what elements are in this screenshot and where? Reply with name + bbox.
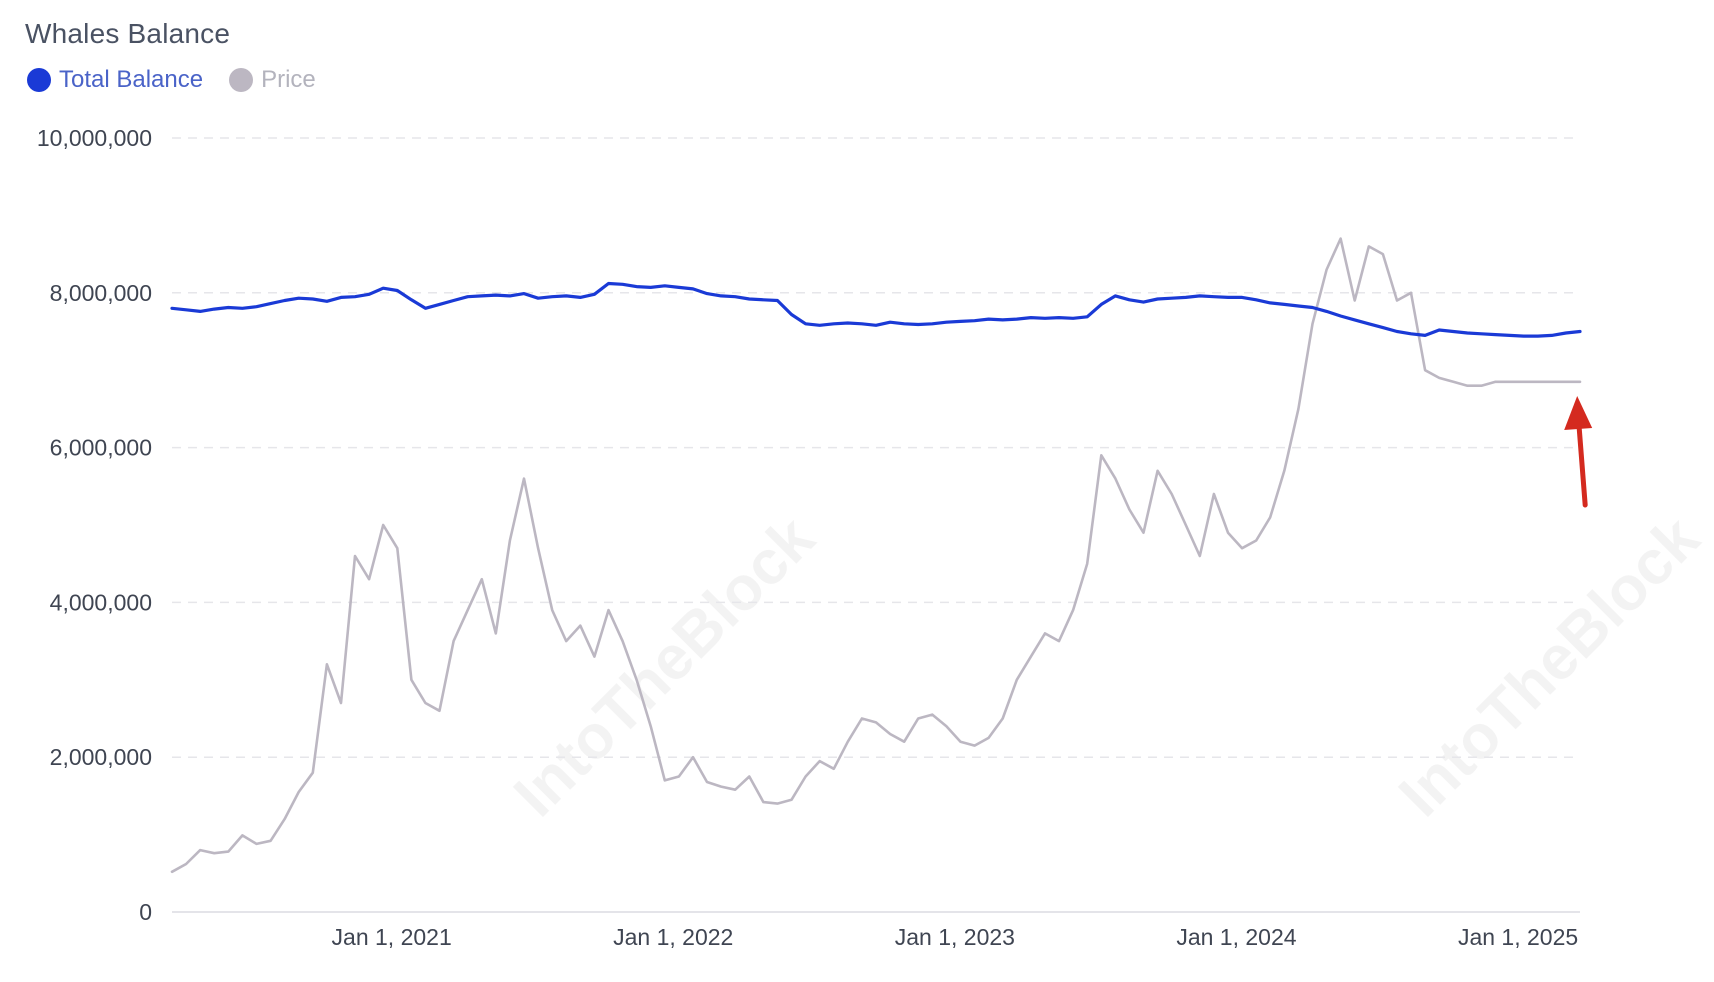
x-tick-label: Jan 1, 2024 — [1176, 924, 1296, 950]
series-layer — [170, 237, 1582, 874]
y-tick-label: 0 — [139, 899, 152, 925]
legend-item-price[interactable]: Price — [229, 66, 316, 94]
y-tick-label: 10,000,000 — [37, 125, 152, 151]
annotation-layer — [1564, 396, 1593, 508]
legend-label-price: Price — [261, 66, 316, 93]
x-tick-label: Jan 1, 2022 — [613, 924, 733, 950]
x-tick-label: Jan 1, 2021 — [332, 924, 452, 950]
legend-item-total-balance[interactable]: Total Balance — [27, 66, 203, 94]
y-tick-label: 4,000,000 — [50, 589, 152, 615]
y-tick-label: 6,000,000 — [50, 435, 152, 461]
series-line-price — [170, 237, 1582, 874]
y-axis: 10,000,000 8,000,000 6,000,000 4,000,000 2,0… — [37, 125, 152, 925]
gridlines — [172, 137, 1580, 913]
total-balance-dot-icon — [27, 68, 51, 92]
legend-label-total-balance: Total Balance — [59, 66, 204, 93]
series-line-total-balance — [170, 281, 1582, 338]
watermark-text: IntoTheBlock — [1386, 503, 1713, 830]
legend: Total Balance Price — [27, 66, 316, 94]
annotation-arrow-shaft — [1576, 425, 1588, 508]
price-dot-icon — [229, 68, 254, 92]
y-tick-label: 2,000,000 — [50, 744, 152, 770]
watermark-layer: IntoTheBlockIntoTheBlock — [501, 503, 1713, 830]
y-tick-label: 8,000,000 — [50, 280, 152, 306]
chart-title: Whales Balance — [25, 18, 231, 49]
x-tick-label: Jan 1, 2025 — [1458, 924, 1578, 950]
x-axis: Jan 1, 2021 Jan 1, 2022 Jan 1, 2023 Jan 1, … — [332, 924, 1579, 950]
annotation-arrow-head-icon — [1564, 396, 1593, 430]
x-tick-label: Jan 1, 2023 — [895, 924, 1015, 950]
